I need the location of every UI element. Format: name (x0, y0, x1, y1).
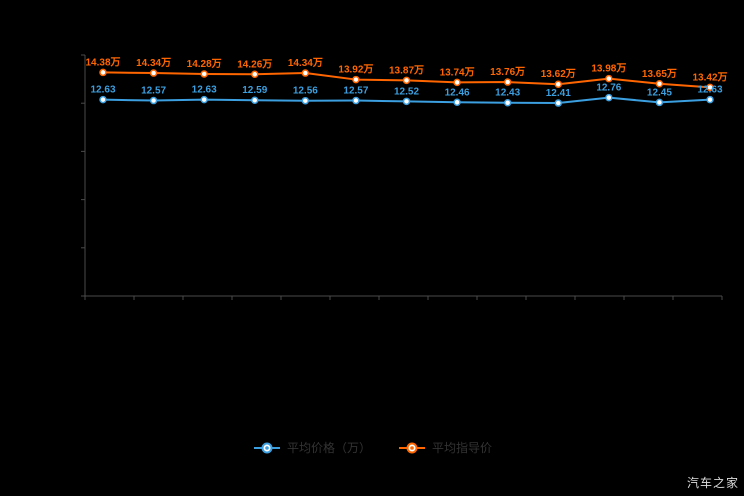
svg-text:12.52: 12.52 (394, 86, 419, 97)
svg-text:12.59: 12.59 (242, 85, 267, 96)
svg-text:12.43: 12.43 (495, 88, 520, 99)
svg-text:12.76: 12.76 (596, 83, 621, 94)
watermark: 汽车之家 (686, 476, 739, 490)
svg-text:13.65万: 13.65万 (642, 68, 677, 80)
svg-text:12.57: 12.57 (343, 86, 368, 97)
svg-text:14.28万: 14.28万 (187, 58, 222, 70)
svg-text:12.45: 12.45 (647, 87, 672, 98)
svg-text:13.62万: 13.62万 (541, 68, 576, 80)
svg-text:13.92万: 13.92万 (338, 64, 373, 76)
svg-text:14.26万: 14.26万 (237, 58, 272, 70)
legend-item[interactable]: 平均指导价 (397, 441, 492, 455)
line-marker-icon (253, 442, 280, 454)
legend-label: 平均价格（万） (286, 441, 371, 455)
svg-text:13.74万: 13.74万 (440, 66, 475, 78)
svg-text:12.63: 12.63 (697, 85, 722, 96)
svg-text:12.56: 12.56 (293, 86, 318, 97)
svg-text:12.46: 12.46 (445, 87, 470, 98)
svg-text:14.38万: 14.38万 (85, 56, 120, 68)
svg-text:14.34万: 14.34万 (288, 57, 323, 69)
svg-text:13.76万: 13.76万 (490, 66, 525, 78)
svg-text:12.63: 12.63 (90, 85, 115, 96)
legend-label: 平均指导价 (432, 441, 493, 455)
chart-legend: 平均价格（万） 平均指导价 (0, 441, 744, 455)
svg-text:14.34万: 14.34万 (136, 57, 171, 69)
svg-text:12.57: 12.57 (141, 86, 166, 97)
svg-text:13.87万: 13.87万 (389, 64, 424, 76)
svg-text:12.63: 12.63 (192, 85, 217, 96)
svg-text:13.98万: 13.98万 (591, 63, 626, 75)
legend-item[interactable]: 平均价格（万） (252, 441, 371, 455)
svg-text:13.42万: 13.42万 (692, 71, 727, 83)
svg-text:12.41: 12.41 (546, 88, 571, 99)
line-marker-icon (399, 442, 425, 454)
